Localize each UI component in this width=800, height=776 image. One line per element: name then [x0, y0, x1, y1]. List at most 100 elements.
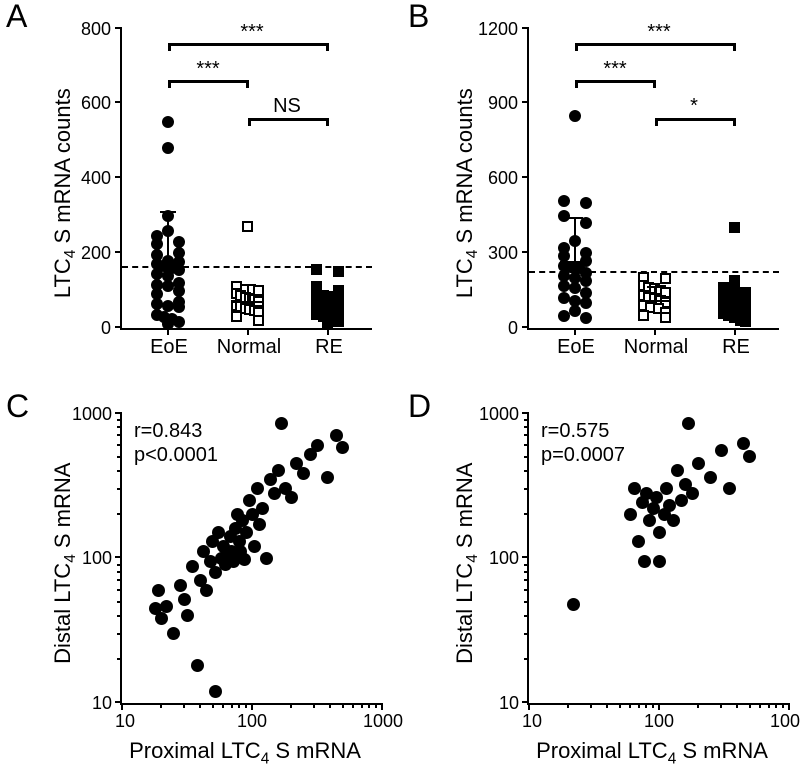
data-point: [558, 292, 570, 304]
data-point: [191, 659, 204, 672]
data-point: [558, 310, 570, 322]
data-point: [624, 508, 637, 521]
data-point: [569, 305, 581, 317]
data-point: [151, 268, 163, 280]
data-point: [311, 264, 322, 275]
data-point: [580, 297, 592, 309]
data-point: [151, 238, 163, 250]
data-point: [297, 467, 310, 480]
data-point: [162, 318, 174, 330]
figure: A LTC4 S mRNA counts 0 200 400 600 800 E…: [0, 0, 800, 776]
data-point: [174, 579, 187, 592]
data-point: [638, 555, 651, 568]
data-point: [285, 491, 298, 504]
data-point: [238, 553, 251, 566]
panel-label-c: C: [6, 388, 29, 425]
plot-area-d: 10 100 1000 10 100 1000 r=0.575p=0.0007: [527, 413, 789, 705]
category-label: EoE: [549, 336, 603, 359]
data-point: [737, 437, 750, 450]
data-point: [704, 471, 717, 484]
panel-d: Distal LTC4 S mRNA Proximal LTC4 S mRNA …: [442, 398, 792, 768]
data-point: [660, 482, 673, 495]
data-point: [333, 266, 344, 277]
data-point: [336, 441, 349, 454]
points-d: [529, 413, 789, 703]
data-point: [243, 494, 256, 507]
data-point: [162, 280, 174, 292]
category-label: Normal: [619, 336, 693, 359]
panel-label-d: D: [408, 388, 431, 425]
data-point: [729, 222, 740, 233]
data-point: [740, 316, 751, 327]
data-point: [686, 487, 699, 500]
plot-area-b: 0 300 600 900 1200 EoE Normal RE *** ***…: [527, 28, 779, 330]
data-point: [242, 221, 253, 232]
data-point: [181, 609, 194, 622]
data-point: [275, 417, 288, 430]
panel-c: Distal LTC4 S mRNA Proximal LTC4 S mRNA …: [40, 398, 390, 768]
data-point: [743, 450, 756, 463]
plot-area-c: 10 100 1000 10 100 1000 r=0.843p<0.0001: [120, 413, 382, 705]
x-axis-label: Proximal LTC4 S mRNA: [110, 738, 380, 768]
data-point: [209, 685, 222, 698]
points-a: [122, 28, 372, 328]
data-point: [638, 310, 649, 321]
data-point: [162, 300, 174, 312]
data-point: [253, 315, 264, 326]
data-point: [152, 584, 165, 597]
panel-label-b: B: [408, 0, 429, 35]
data-point: [321, 471, 334, 484]
data-point: [160, 600, 173, 613]
data-point: [212, 526, 225, 539]
data-point: [173, 301, 185, 313]
data-point: [173, 316, 185, 328]
data-point: [155, 612, 168, 625]
data-point: [567, 598, 580, 611]
data-point: [671, 464, 684, 477]
data-point: [248, 540, 261, 553]
data-point: [186, 560, 199, 573]
data-point: [167, 627, 180, 640]
data-point: [162, 116, 174, 128]
data-point: [173, 236, 185, 248]
plot-area-a: 0 200 400 600 800 EoE Normal RE *** *** …: [120, 28, 372, 330]
panel-b: LTC4 S mRNA counts 0 300 600 900 1200 Eo…: [442, 8, 792, 378]
panel-label-a: A: [6, 0, 27, 35]
data-point: [162, 142, 174, 154]
data-point: [251, 482, 264, 495]
data-point: [660, 273, 671, 284]
data-point: [240, 526, 253, 539]
data-point: [682, 417, 695, 430]
data-point: [253, 518, 266, 531]
category-label: EoE: [142, 336, 196, 359]
data-point: [311, 439, 324, 452]
data-point: [173, 285, 185, 297]
data-point: [558, 280, 570, 292]
data-point: [256, 502, 269, 515]
data-point: [569, 282, 581, 294]
data-point: [272, 464, 285, 477]
category-label: RE: [711, 336, 761, 359]
data-point: [558, 195, 570, 207]
data-point: [723, 482, 736, 495]
data-point: [660, 312, 671, 323]
data-point: [663, 499, 676, 512]
data-point: [653, 555, 666, 568]
data-point: [231, 311, 242, 322]
data-point: [643, 514, 656, 527]
data-point: [653, 526, 666, 539]
data-point: [322, 318, 333, 329]
data-point: [692, 457, 705, 470]
data-point: [650, 491, 663, 504]
panel-a: LTC4 S mRNA counts 0 200 400 600 800 EoE…: [40, 8, 390, 378]
data-point: [569, 110, 581, 122]
data-point: [151, 298, 163, 310]
data-point: [667, 514, 680, 527]
data-point: [200, 584, 213, 597]
data-point: [715, 444, 728, 457]
data-point: [580, 197, 592, 209]
data-point: [580, 312, 592, 324]
y-axis-label: Distal LTC4 S mRNA: [452, 443, 482, 683]
points-b: [529, 28, 779, 328]
data-point: [178, 593, 191, 606]
